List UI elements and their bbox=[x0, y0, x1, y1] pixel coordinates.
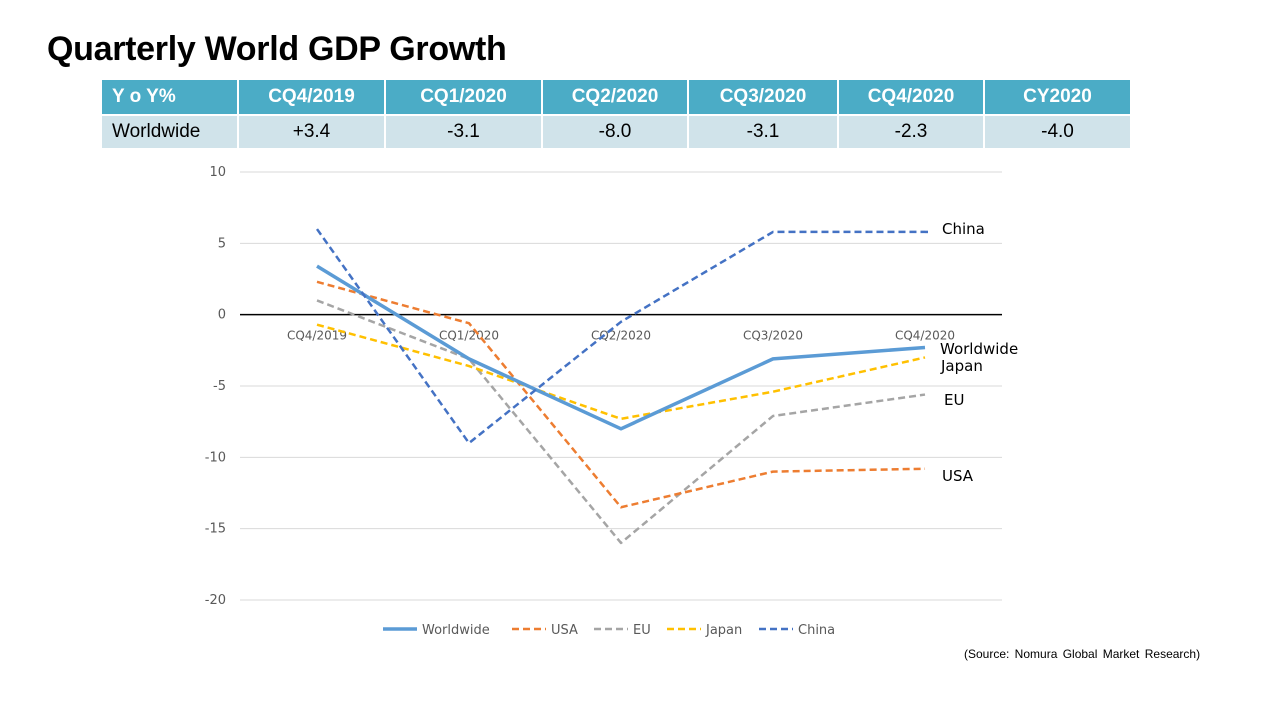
series-end-label: Worldwide bbox=[940, 340, 1018, 358]
legend-label: Japan bbox=[705, 623, 742, 638]
x-tick-label: CQ2/2020 bbox=[591, 329, 651, 343]
slide-title: Quarterly World GDP Growth bbox=[47, 30, 507, 68]
series-end-label: USA bbox=[942, 467, 974, 485]
table-header-cell: Y o Y% bbox=[102, 80, 239, 116]
series-line-worldwide bbox=[316, 264, 926, 431]
series-end-label: Japan bbox=[940, 357, 983, 375]
y-tick-label: -10 bbox=[205, 450, 226, 465]
table-header-row: Y o Y% CQ4/2019 CQ1/2020 CQ2/2020 CQ3/20… bbox=[102, 80, 1132, 116]
table-cell: Worldwide bbox=[102, 115, 239, 148]
table-cell: -4.0 bbox=[984, 115, 1132, 148]
legend-label: EU bbox=[633, 623, 651, 638]
series-line-china bbox=[315, 228, 925, 445]
table-header-cell: CY2020 bbox=[984, 80, 1132, 116]
x-tick-label: CQ4/2019 bbox=[287, 329, 347, 343]
table-row: Worldwide +3.4 -3.1 -8.0 -3.1 -2.3 -4.0 bbox=[102, 115, 1132, 148]
series-end-label: China bbox=[942, 220, 985, 238]
series-line-japan bbox=[316, 323, 926, 421]
table-cell: -2.3 bbox=[838, 115, 985, 148]
y-tick-label: -15 bbox=[205, 522, 226, 537]
x-tick-label: CQ3/2020 bbox=[743, 329, 803, 343]
table-header-cell: CQ1/2020 bbox=[385, 80, 543, 116]
x-tick-label: CQ1/2020 bbox=[439, 329, 499, 343]
table-cell: -8.0 bbox=[542, 115, 689, 148]
gdp-growth-table: Y o Y% CQ4/2019 CQ1/2020 CQ2/2020 CQ3/20… bbox=[102, 80, 1132, 148]
table-cell: +3.4 bbox=[238, 115, 386, 148]
legend-label: China bbox=[798, 623, 835, 638]
table-header-cell: CQ4/2019 bbox=[238, 80, 386, 116]
x-tick-label: CQ4/2020 bbox=[895, 329, 955, 343]
y-tick-label: 10 bbox=[209, 165, 226, 180]
series-end-label: EU bbox=[944, 391, 964, 409]
legend-label: Worldwide bbox=[422, 623, 490, 638]
series-line-eu bbox=[316, 299, 926, 545]
table-header-cell: CQ4/2020 bbox=[838, 80, 985, 116]
legend-label: USA bbox=[551, 623, 578, 638]
y-tick-label: -5 bbox=[213, 379, 226, 394]
source-note: (Source: Nomura Global Market Research) bbox=[964, 647, 1201, 661]
y-tick-label: 5 bbox=[218, 236, 226, 251]
table-cell: -3.1 bbox=[688, 115, 839, 148]
table-cell: -3.1 bbox=[385, 115, 543, 148]
table-header-cell: CQ3/2020 bbox=[688, 80, 839, 116]
y-tick-label: -20 bbox=[205, 593, 226, 608]
y-tick-label: 0 bbox=[218, 308, 226, 323]
series-line-usa bbox=[316, 280, 926, 509]
table-header-cell: CQ2/2020 bbox=[542, 80, 689, 116]
